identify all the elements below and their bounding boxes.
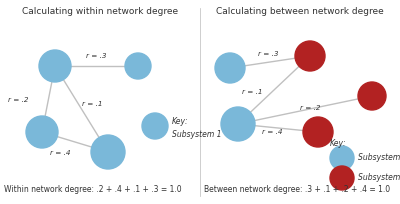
Circle shape: [330, 146, 354, 170]
Circle shape: [221, 107, 255, 141]
Circle shape: [330, 166, 354, 190]
Text: Key:
Subsystem 1: Key: Subsystem 1: [172, 117, 222, 139]
Text: Within network degree: .2 + .4 + .1 + .3 = 1.0: Within network degree: .2 + .4 + .1 + .3…: [4, 185, 182, 194]
Text: Subsystem 1: Subsystem 1: [358, 153, 400, 163]
Text: r = .1: r = .1: [242, 89, 262, 95]
Text: r = .4: r = .4: [262, 129, 282, 135]
Text: r = .2: r = .2: [8, 97, 28, 103]
Text: Key:: Key:: [330, 140, 347, 149]
Text: Between network degree: .3 + .1 + .2 + .4 = 1.0: Between network degree: .3 + .1 + .2 + .…: [204, 185, 390, 194]
Text: r = .3: r = .3: [86, 53, 106, 59]
Circle shape: [26, 116, 58, 148]
Circle shape: [39, 50, 71, 82]
Text: Subsystem 2: Subsystem 2: [358, 173, 400, 183]
Text: r = .3: r = .3: [258, 51, 278, 57]
Text: Calculating between network degree: Calculating between network degree: [216, 7, 384, 16]
Circle shape: [125, 53, 151, 79]
Circle shape: [295, 41, 325, 71]
Circle shape: [142, 113, 168, 139]
Circle shape: [303, 117, 333, 147]
Text: Calculating within network degree: Calculating within network degree: [22, 7, 178, 16]
Circle shape: [358, 82, 386, 110]
Text: r = .2: r = .2: [300, 105, 320, 111]
Text: r = .1: r = .1: [82, 101, 102, 107]
Circle shape: [215, 53, 245, 83]
Circle shape: [91, 135, 125, 169]
Text: r = .4: r = .4: [50, 150, 70, 156]
